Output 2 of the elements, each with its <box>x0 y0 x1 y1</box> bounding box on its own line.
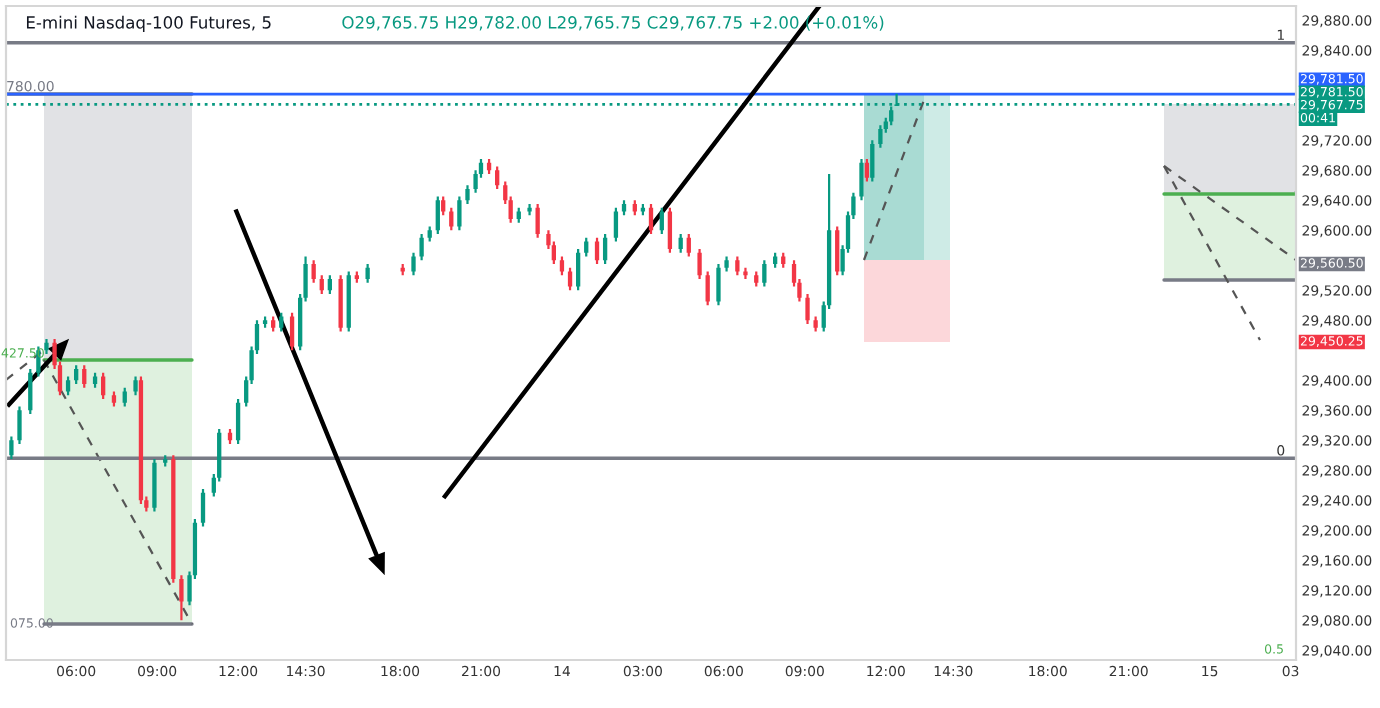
text: O29,765.75 H29,782.00 L29,765.75 C29,767.75 +2.00 (+0.01%) <box>342 15 884 31</box>
text: E-mini Nasdaq-100 Futures, 5 <box>26 15 271 32</box>
